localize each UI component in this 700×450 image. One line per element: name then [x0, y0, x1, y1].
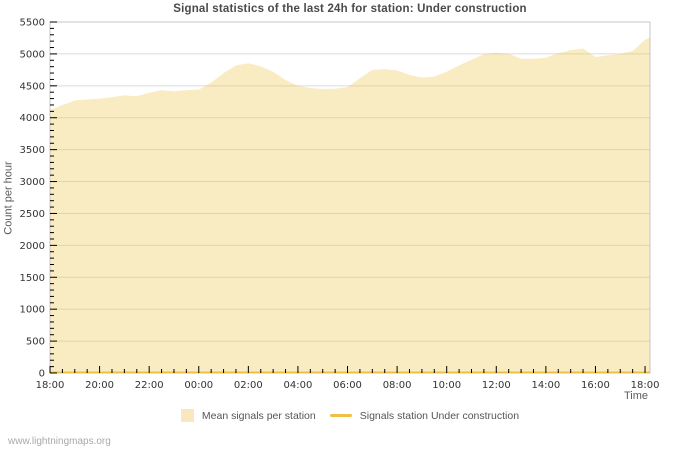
chart-title: Signal statistics of the last 24h for st…	[173, 3, 527, 15]
y-tick-label: 4500	[20, 81, 45, 92]
x-tick-label: 06:00	[333, 380, 362, 391]
y-tick-label: 3000	[20, 177, 45, 188]
y-tick-label: 5000	[20, 49, 45, 60]
y-tick-label: 4000	[20, 113, 45, 124]
legend-label: Mean signals per station	[201, 409, 316, 422]
x-tick-label: 10:00	[432, 380, 461, 391]
y-tick-label: 3500	[20, 145, 45, 156]
x-tick-label: 12:00	[482, 380, 511, 391]
y-tick-label: 1000	[20, 305, 45, 316]
x-tick-label: 18:00	[36, 380, 65, 391]
x-axis-title: Time	[623, 390, 648, 402]
y-tick-label: 500	[26, 337, 45, 348]
y-tick-label: 2000	[20, 241, 45, 252]
area-swatch-icon	[180, 409, 194, 422]
x-tick-label: 16:00	[581, 380, 610, 391]
legend: Mean signals per station Signals station…	[50, 409, 650, 422]
line-swatch-icon	[329, 414, 352, 417]
y-tick-label: 1500	[20, 273, 45, 284]
x-tick-label: 02:00	[234, 380, 263, 391]
x-tick-label: 18:00	[631, 380, 660, 391]
y-tick-label: 2500	[20, 209, 45, 220]
watermark: www.lightningmaps.org	[8, 436, 111, 447]
y-tick-label: 5500	[20, 18, 45, 29]
legend-label: Signals station Under construction	[359, 409, 520, 422]
x-tick-label: 14:00	[531, 380, 560, 391]
x-tick-label: 08:00	[383, 380, 412, 391]
legend-item-mean-signals: Mean signals per station	[180, 409, 316, 422]
x-tick-label: 00:00	[184, 380, 213, 391]
y-tick-label: 0	[39, 369, 45, 380]
x-tick-label: 04:00	[284, 380, 313, 391]
x-tick-label: 22:00	[135, 380, 164, 391]
legend-item-station-signals: Signals station Under construction	[329, 409, 520, 422]
x-tick-label: 20:00	[85, 380, 114, 391]
